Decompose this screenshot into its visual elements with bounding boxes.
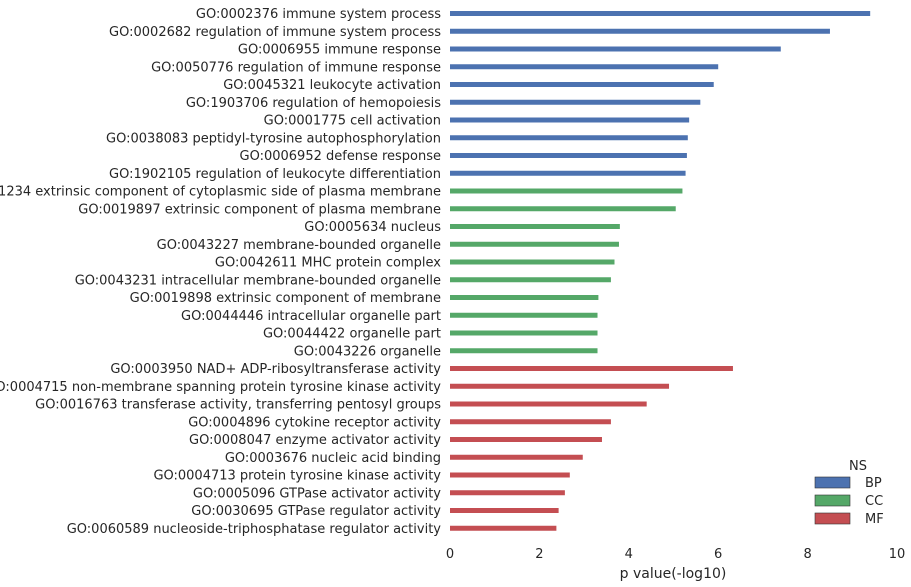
category-label: GO:0006955 immune response [238,43,441,58]
category-label: GO:0043227 membrane-bounded organelle [157,238,441,253]
legend-swatch-cc [814,494,851,507]
x-axis-title: p value(-log10) [620,566,727,582]
bar-cc-18 [450,330,598,336]
bar-cc-16 [450,295,599,300]
category-label: GO:0043231 intracellular membrane-bounde… [75,273,441,288]
category-label: GO:0008047 enzyme activator activity [189,433,441,448]
category-label: GO:0006952 defense response [240,149,442,164]
x-tick-label: 2 [535,547,543,562]
bar-bp-6 [450,117,690,123]
category-label: GO:0016763 transferase activity, transfe… [35,398,441,413]
x-axis-ticks: 0 2 4 6 8 10 [446,547,905,562]
legend-label-bp: BP [865,476,882,491]
bar-mf-21 [450,383,670,389]
bar-bp-7 [450,135,688,141]
bar-cc-13 [450,241,619,247]
bar-cc-15 [450,277,611,283]
x-tick-label: 10 [889,547,906,562]
bar-bp-1 [450,28,830,34]
category-label: GO:0030695 GTPase regulator activity [191,504,441,519]
bar-bp-2 [450,46,781,52]
bar-cc-14 [450,259,615,265]
category-label: GO:0002682 regulation of immune system p… [109,25,441,40]
category-label: GO:0050776 regulation of immune response [151,60,441,75]
bar-cc-10 [450,188,683,194]
category-label: GO:0044446 intracellular organelle part [181,309,441,324]
legend: NS BP CC MF [814,459,884,527]
legend-swatch-mf [814,512,851,525]
category-label: GO:0045321 leukocyte activation [223,78,441,93]
bar-bp-9 [450,170,686,176]
category-label: GO:0044422 organelle part [263,327,441,342]
x-tick-label: 6 [714,547,722,562]
category-label: GO:0005634 nucleus [304,220,441,235]
legend-label-cc: CC [865,494,883,509]
category-label: GO:0004896 cytokine receptor activity [188,415,441,430]
bar-cc-12 [450,224,620,229]
legend-title: NS [849,459,867,474]
category-label: GO:0019898 extrinsic component of membra… [130,291,441,306]
category-label: GO:0031234 extrinsic component of cytopl… [0,185,441,200]
bar-cc-11 [450,206,676,212]
category-label: GO:0038083 peptidyl-tyrosine autophospho… [106,131,441,146]
bar-cc-17 [450,312,598,318]
bar-bp-0 [450,11,871,16]
bar-mf-20 [450,366,733,371]
category-label: GO:0004715 non-membrane spanning protein… [0,380,441,395]
x-tick-label: 8 [803,547,811,562]
category-label: GO:0003676 nucleic acid binding [225,451,441,466]
category-label: GO:0043226 organelle [294,344,441,359]
legend-swatch-bp [814,476,851,489]
bars-layer [450,11,871,531]
category-label: GO:0003950 NAD+ ADP-ribosyltransferase a… [110,362,441,377]
bar-mf-24 [450,437,602,442]
x-tick-label: 0 [446,547,454,562]
bar-bp-3 [450,64,719,70]
category-label: GO:0042611 MHC protein complex [215,256,441,271]
bar-cc-19 [450,348,598,354]
legend-label-mf: MF [865,512,884,527]
category-label: GO:0002376 immune system process [196,7,441,22]
bar-bp-5 [450,99,701,105]
x-tick-label: 4 [625,547,633,562]
bar-mf-27 [450,490,565,496]
bar-bp-8 [450,153,687,158]
category-label: GO:0019897 extrinsic component of plasma… [78,202,441,217]
bar-mf-28 [450,508,559,513]
bar-mf-29 [450,525,557,531]
category-labels: GO:0002376 immune system process GO:00026… [0,7,441,537]
category-label: GO:0005096 GTPase activator activity [193,486,441,501]
bar-mf-22 [450,401,647,407]
bar-bp-4 [450,82,714,87]
bar-mf-26 [450,472,570,478]
bar-mf-23 [450,419,611,425]
category-label: GO:1903706 regulation of hemopoiesis [186,96,441,111]
category-label: GO:0060589 nucleoside-triphosphatase reg… [67,522,442,537]
category-label: GO:0001775 cell activation [264,114,441,129]
bar-mf-25 [450,454,583,460]
category-label: GO:1902105 regulation of leukocyte diffe… [109,167,441,182]
category-label: GO:0004713 protein tyrosine kinase activ… [153,469,441,484]
